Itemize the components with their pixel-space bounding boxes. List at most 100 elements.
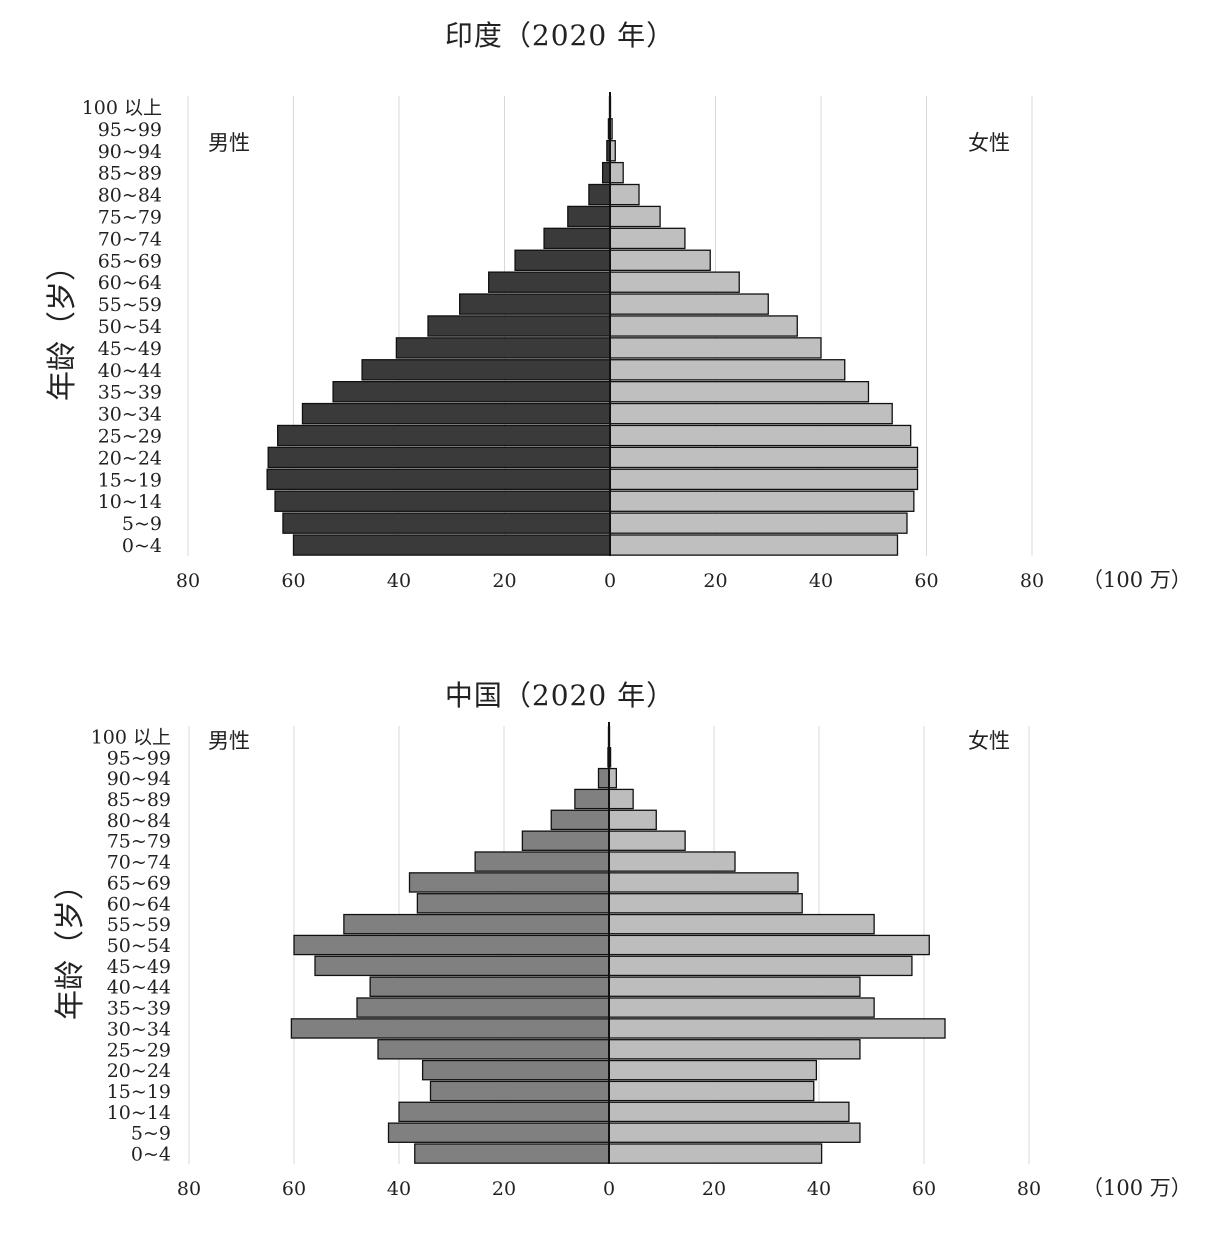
female-bar (608, 809, 657, 831)
female-bar (608, 788, 634, 810)
male-bar (514, 249, 611, 272)
female-bar (609, 271, 740, 293)
age-tick-label: 85~89 (98, 163, 162, 185)
unit-label: （100 万） (1082, 1176, 1192, 1200)
age-tick-label: 80~84 (98, 185, 162, 207)
x-tick-label: 40 (387, 570, 411, 592)
male-bar (290, 1018, 610, 1039)
age-tick-label: 20~24 (98, 447, 162, 469)
male-bar (521, 830, 610, 851)
x-tick-label: 80 (1017, 1178, 1041, 1200)
male-bar (314, 955, 610, 977)
age-tick-label: 10~14 (98, 491, 162, 513)
female-bar (609, 446, 919, 469)
male-bar (601, 161, 611, 184)
female-bar (608, 767, 617, 789)
x-tick-label: 0 (603, 1178, 615, 1200)
female-bar (608, 1039, 861, 1060)
male-bar (361, 359, 611, 381)
female-bar (609, 424, 912, 447)
male-bar (356, 997, 610, 1018)
male-bar (421, 1059, 610, 1081)
male-bar (414, 1143, 610, 1164)
male-bar (567, 205, 611, 228)
x-tick-label: 60 (281, 570, 305, 592)
x-tick-label: 20 (492, 570, 516, 592)
age-tick-label: 70~74 (98, 228, 162, 250)
female-bar (609, 315, 798, 337)
x-tick-label: 80 (176, 570, 200, 592)
male-bar (427, 315, 611, 337)
x-tick-label: 0 (604, 570, 616, 592)
female-bar (608, 1018, 946, 1039)
unit-label: （100 万） (1082, 568, 1192, 592)
x-tick-label: 20 (492, 1178, 516, 1200)
female-bar (608, 851, 736, 872)
male-bar (369, 976, 610, 997)
age-tick-label: 30~34 (107, 1018, 171, 1040)
male-bar (574, 788, 610, 810)
age-tick-label: 10~14 (107, 1102, 171, 1124)
chart-title: 中国（2020 年） (444, 679, 676, 712)
female-bar (609, 183, 640, 206)
x-tick-label: 40 (809, 570, 833, 592)
male-bar (474, 851, 610, 872)
x-tick-label: 20 (702, 1178, 726, 1200)
age-tick-label: 70~74 (107, 852, 171, 874)
male-bar (301, 402, 611, 425)
x-tick-label: 40 (807, 1178, 831, 1200)
female-bar (608, 1143, 823, 1164)
age-tick-label: 100 以上 (91, 726, 171, 748)
x-tick-label: 60 (912, 1178, 936, 1200)
age-tick-label: 15~19 (98, 469, 162, 491)
male-label: 男性 (208, 131, 250, 155)
male-bar (416, 893, 610, 914)
female-bar (609, 380, 870, 403)
female-bar (608, 934, 930, 956)
male-bar (429, 1080, 610, 1102)
female-bar (609, 359, 846, 381)
x-tick-label: 40 (387, 1178, 411, 1200)
male-bar (282, 512, 611, 534)
age-tick-label: 25~29 (107, 1039, 171, 1061)
female-bar (608, 955, 913, 977)
female-bar (608, 1080, 815, 1102)
age-tick-label: 90~94 (98, 141, 162, 163)
female-bar (609, 490, 915, 512)
age-tick-label: 85~89 (107, 789, 171, 811)
age-tick-label: 60~64 (107, 893, 171, 915)
age-tick-label: 60~64 (98, 272, 162, 294)
female-bar (609, 402, 893, 425)
y-axis-label: 年龄（岁） (45, 251, 80, 401)
age-tick-label: 90~94 (107, 768, 171, 790)
india-pyramid-svg: 100 以上95~9990~9485~8980~8475~7970~7465~6… (45, 92, 1192, 592)
age-tick-label: 0~4 (131, 1144, 171, 1166)
age-tick-label: 15~19 (107, 1081, 171, 1103)
female-bar (609, 337, 822, 359)
x-tick-label: 80 (1020, 570, 1044, 592)
male-bar (550, 809, 610, 831)
age-tick-label: 25~29 (98, 426, 162, 448)
x-tick-label: 80 (177, 1178, 201, 1200)
male-bar (398, 1101, 610, 1123)
female-bar (608, 1101, 850, 1123)
male-bar (274, 490, 611, 512)
male-bar (408, 872, 610, 893)
male-bar (387, 1122, 610, 1143)
india-pyramid-chart: 印度（2020 年） 100 以上 95~99 90~94 85~89 80~84 75~… (0, 0, 1224, 600)
male-bar (459, 293, 611, 315)
female-label: 女性 (968, 729, 1010, 753)
female-bar (609, 161, 624, 184)
female-bar (609, 512, 908, 534)
female-bar (608, 872, 799, 893)
male-bar (597, 767, 610, 789)
age-tick-label: 65~69 (107, 872, 171, 894)
female-bar (609, 293, 769, 315)
x-tick-label: 60 (282, 1178, 306, 1200)
age-tick-label: 50~54 (98, 316, 162, 338)
chart-title: 印度（2020 年） (444, 19, 676, 52)
age-tick-label: 40~44 (107, 977, 171, 999)
age-tick-label: 95~99 (98, 119, 162, 141)
male-bar (332, 380, 611, 403)
male-bar (543, 227, 611, 250)
